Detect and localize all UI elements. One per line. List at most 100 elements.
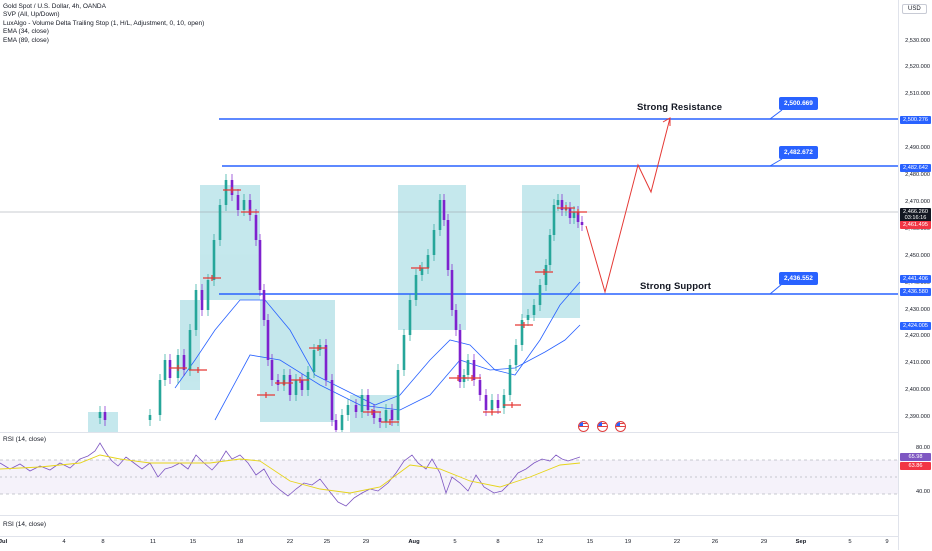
candle-body — [426, 255, 430, 268]
candle-body — [408, 300, 412, 335]
candle-body — [334, 420, 338, 430]
price-chart[interactable] — [0, 0, 898, 432]
us-flag-icon[interactable] — [615, 421, 626, 432]
time-tick-label: Sep — [795, 539, 807, 545]
candle-body — [478, 380, 482, 395]
indicator-ema-89[interactable]: EMA (89, close) — [3, 36, 49, 44]
price-tick-label: 2,410.000 — [905, 360, 930, 367]
pane-separator[interactable] — [0, 515, 932, 516]
time-tick-label: 4 — [62, 539, 66, 545]
candle-body — [454, 310, 458, 330]
price-axis[interactable]: USD 2,530.0002,520.0002,510.0002,500.000… — [898, 0, 932, 550]
candle-body — [414, 275, 418, 300]
rsi-chart[interactable] — [0, 433, 898, 515]
price-tag: 2,461.495 — [900, 220, 931, 229]
price-tick-label: 2,390.000 — [905, 414, 930, 421]
candle-body — [450, 270, 454, 310]
resistance-label[interactable]: Strong Resistance — [637, 102, 723, 113]
projection-arrow-head — [662, 117, 671, 126]
time-tick-label: 9 — [885, 539, 889, 545]
price-tag: 2,424.005 — [900, 321, 931, 330]
time-axis[interactable]: Jul 4 8 11 15 18 22 25 29 Aug 5 8 12 15 19 22 26 29 Sep 5 9 — [0, 536, 898, 551]
us-flag-icon[interactable] — [597, 421, 608, 432]
time-tick-label: 22 — [673, 539, 681, 545]
callout-support[interactable]: 2,436.552 — [779, 272, 818, 285]
candle-body — [576, 212, 580, 222]
price-tick-label: 2,480.000 — [905, 172, 930, 179]
candle-body — [148, 415, 152, 420]
candle-body — [182, 355, 186, 370]
rsi-band — [0, 460, 898, 494]
candle-body — [266, 320, 270, 360]
rsi-pane-2[interactable]: RSI (14, close) — [0, 516, 898, 536]
time-tick-label: 19 — [624, 539, 632, 545]
candle-body — [324, 345, 328, 380]
callout-resistance-upper[interactable]: 2,500.669 — [779, 97, 818, 110]
price-tick-label: 2,430.000 — [905, 306, 930, 313]
candle-body — [420, 268, 424, 275]
candle-body — [194, 290, 198, 330]
callout-resistance-lower[interactable]: 2,482.672 — [779, 146, 818, 159]
candle-body — [538, 285, 542, 305]
main-chart-pane[interactable]: Gold Spot / U.S. Dollar, 4h, OANDA SVP (… — [0, 0, 898, 432]
candle-body — [544, 265, 548, 285]
support-label[interactable]: Strong Support — [640, 281, 712, 292]
candle-body — [270, 360, 274, 380]
candle-body — [552, 205, 556, 235]
candle-body — [188, 330, 192, 370]
candle-body — [212, 240, 216, 280]
projection-arrow-path[interactable] — [585, 117, 671, 294]
rsi-label[interactable]: RSI (14, close) — [3, 436, 46, 443]
candle-body — [200, 290, 204, 310]
price-tick-label: 2,490.000 — [905, 145, 930, 152]
candle-body — [224, 180, 228, 205]
time-tick-label: 11 — [149, 539, 157, 545]
candle-body — [330, 380, 334, 420]
indicator-svp[interactable]: SVP (All, Up/Down) — [3, 11, 60, 19]
candle-body — [490, 400, 494, 410]
candle-body — [532, 305, 536, 315]
rsi-tag: 63.86 — [900, 462, 931, 470]
indicator-luxalgo[interactable]: LuxAlgo - Volume Delta Trailing Stop (1,… — [3, 19, 205, 27]
rsi-label-2[interactable]: RSI (14, close) — [3, 521, 46, 528]
candle-body — [372, 410, 376, 418]
candle-body — [242, 200, 246, 210]
currency-button[interactable]: USD — [902, 4, 927, 14]
candle-body — [442, 200, 446, 220]
rsi-tick-label: 80.00 — [916, 445, 930, 451]
candle-body — [163, 360, 167, 380]
indicator-ema-34[interactable]: EMA (34, close) — [3, 28, 49, 36]
candle-body — [206, 280, 210, 310]
candle-body — [103, 412, 107, 420]
candle-body — [572, 212, 576, 218]
rsi-pane[interactable]: RSI (14, close) — [0, 433, 898, 515]
time-tick-label: 18 — [236, 539, 244, 545]
pane-separator[interactable] — [0, 432, 932, 433]
price-tag: 2,466.260 03:16:16 — [900, 208, 931, 222]
time-tick-label: 15 — [586, 539, 594, 545]
price-tick-label: 2,530.000 — [905, 37, 930, 44]
time-tick-label: 5 — [453, 539, 457, 545]
time-tick-label: Jul — [0, 539, 8, 545]
us-flag-icon[interactable] — [578, 421, 589, 432]
candle-body — [306, 372, 310, 390]
candle-body — [520, 320, 524, 345]
candle-body — [254, 215, 258, 240]
symbol-title[interactable]: Gold Spot / U.S. Dollar, 4h, OANDA — [3, 3, 106, 10]
candle-body — [466, 360, 470, 375]
candle-body — [300, 380, 304, 390]
rsi-tag: 65.98 — [900, 453, 931, 461]
candle-body — [502, 395, 506, 408]
time-tick-label: 25 — [323, 539, 331, 545]
time-tick-label: 22 — [286, 539, 294, 545]
callout-connector-3 — [769, 283, 783, 295]
candlestick-series — [98, 174, 584, 432]
price-tick-label: 2,470.000 — [905, 198, 930, 205]
rsi-tick-label: 40.00 — [916, 489, 930, 495]
trailing-stop-markers — [169, 187, 587, 425]
candle-body — [548, 235, 552, 265]
callout-connector-2 — [769, 158, 783, 167]
candle-body — [258, 240, 262, 290]
candle-body — [248, 200, 252, 215]
candle-body — [484, 395, 488, 410]
